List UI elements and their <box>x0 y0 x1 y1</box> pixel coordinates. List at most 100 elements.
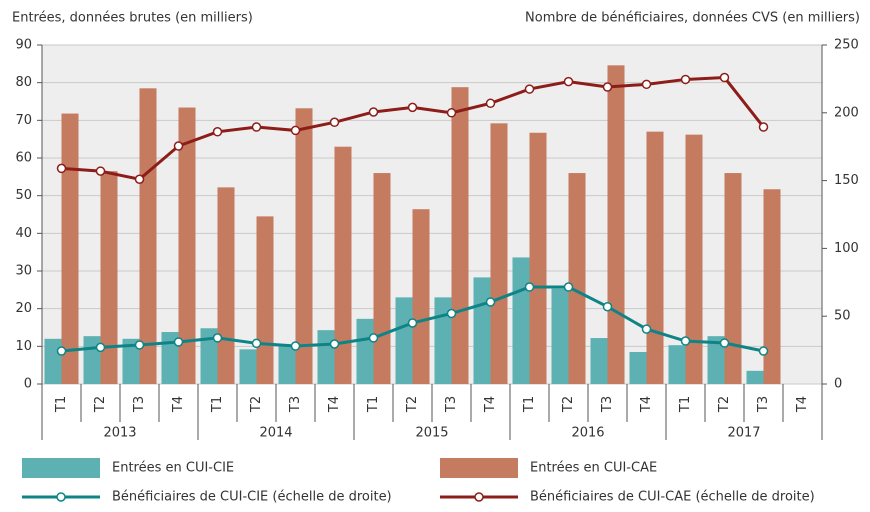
y2-tick-label: 50 <box>834 309 851 324</box>
legend-marker <box>56 492 66 502</box>
y-tick-label: 40 <box>15 226 32 241</box>
bar <box>668 345 686 384</box>
x-tick-label: T1 <box>54 396 69 413</box>
x-tick-label: T3 <box>756 396 771 413</box>
legend-label: Entrées en CUI-CAE <box>530 461 657 476</box>
line-marker <box>173 141 184 151</box>
x-tick-label: T2 <box>561 396 576 413</box>
line-marker <box>524 84 535 94</box>
line-marker <box>641 324 652 334</box>
bar <box>763 189 781 384</box>
line-marker <box>290 341 301 351</box>
y2-tick-label: 0 <box>834 377 842 392</box>
y2-tick-label: 200 <box>834 105 859 120</box>
x-tick-label: T3 <box>288 396 303 413</box>
bar <box>395 297 413 384</box>
x-tick-label: T3 <box>132 396 147 413</box>
bar <box>629 351 647 384</box>
line-marker <box>719 338 730 348</box>
bar <box>707 336 725 384</box>
y-tick-label: 60 <box>15 151 32 166</box>
line-marker <box>485 98 496 109</box>
line-marker <box>329 117 340 128</box>
line-marker <box>602 82 613 92</box>
bar <box>451 87 469 384</box>
bar <box>161 332 179 384</box>
line-marker <box>290 125 301 136</box>
line-marker <box>563 76 574 87</box>
y2-axis-title: Nombre de bénéficiaires, données CVS (en… <box>525 11 860 26</box>
bar <box>512 257 530 384</box>
line-marker <box>95 166 106 176</box>
line-marker <box>680 336 691 346</box>
bar <box>100 171 118 384</box>
bar <box>568 173 586 384</box>
line-marker <box>173 337 184 347</box>
x-group-label: 2013 <box>103 426 136 441</box>
bar <box>200 328 218 384</box>
bar <box>356 318 374 384</box>
bar <box>278 344 296 384</box>
line-marker <box>251 338 262 349</box>
y-tick-label: 10 <box>15 339 32 354</box>
x-tick-label: T2 <box>249 396 264 413</box>
line-marker <box>407 318 418 328</box>
line-marker <box>56 346 67 356</box>
bar <box>685 134 703 384</box>
bar <box>746 370 764 384</box>
x-group-label: 2015 <box>415 426 448 441</box>
bar <box>434 297 452 384</box>
bar <box>724 173 742 384</box>
bar <box>317 330 335 384</box>
bar <box>590 338 608 384</box>
line-marker <box>641 79 652 90</box>
bar <box>256 216 274 384</box>
x-group-label: 2016 <box>571 426 604 441</box>
line-marker <box>563 282 574 292</box>
bar <box>295 108 313 384</box>
bar <box>122 338 140 384</box>
y-tick-label: 30 <box>15 264 32 279</box>
x-group-label: 2017 <box>727 426 760 441</box>
x-tick-label: T4 <box>171 396 186 413</box>
x-tick-label: T2 <box>93 396 108 413</box>
line-marker <box>485 297 496 307</box>
y-tick-label: 70 <box>15 113 32 128</box>
bar <box>61 113 79 384</box>
y2-tick-label: 100 <box>834 241 859 256</box>
line-marker <box>134 174 145 184</box>
y2-tick-label: 250 <box>834 38 859 53</box>
line-marker <box>758 122 769 132</box>
y-tick-label: 90 <box>15 38 32 53</box>
line-marker <box>56 163 67 174</box>
legend-swatch <box>440 458 518 478</box>
legend-label: Bénéficiaires de CUI-CIE (échelle de dro… <box>112 490 392 505</box>
x-group-label: 2014 <box>259 426 292 441</box>
x-tick-label: T1 <box>522 396 537 413</box>
line-marker <box>212 127 223 137</box>
bar <box>178 107 196 384</box>
line-marker <box>212 333 223 343</box>
line-marker <box>368 107 379 117</box>
line-marker <box>368 333 379 343</box>
x-tick-label: T4 <box>795 396 810 413</box>
line-marker <box>95 342 106 353</box>
y-tick-label: 20 <box>15 301 32 316</box>
line-marker <box>329 339 340 349</box>
bar <box>239 349 257 384</box>
bar <box>551 288 569 384</box>
line-marker <box>602 301 613 312</box>
line-marker <box>524 282 535 292</box>
y-tick-label: 80 <box>15 75 32 90</box>
y-tick-label: 0 <box>24 377 32 392</box>
bar <box>412 209 430 384</box>
line-marker <box>680 74 691 85</box>
bar <box>334 146 352 384</box>
y2-tick-label: 150 <box>834 173 859 188</box>
plot-background <box>42 45 822 384</box>
legend-label: Bénéficiaires de CUI-CAE (échelle de dro… <box>530 490 815 505</box>
line-marker <box>446 308 457 319</box>
legend-marker <box>474 492 484 502</box>
line-marker <box>758 346 769 356</box>
